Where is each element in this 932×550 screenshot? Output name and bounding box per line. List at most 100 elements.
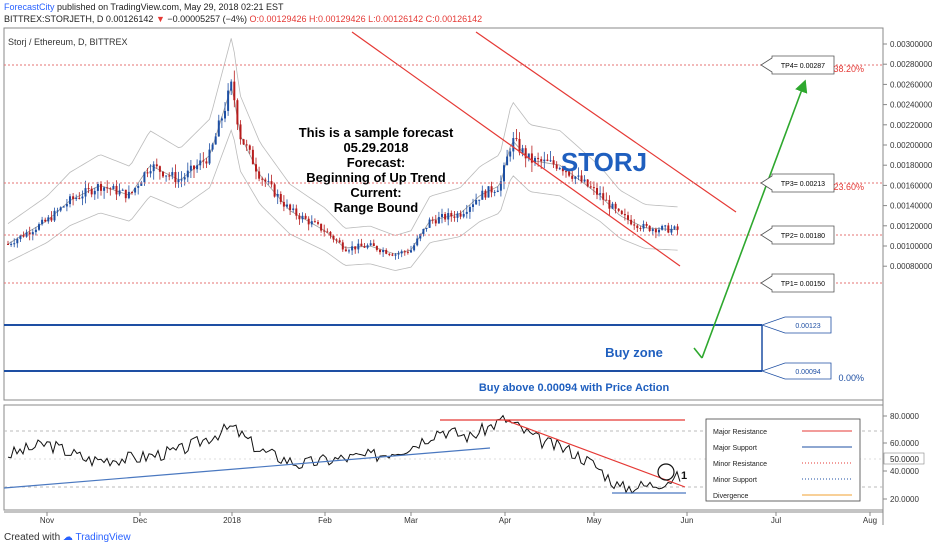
candle-body: [146, 172, 149, 174]
candle-body: [196, 165, 199, 170]
candle-body: [72, 196, 75, 200]
tp3-callout[interactable]: TP3= 0.00213: [760, 173, 835, 193]
candle-body: [131, 191, 133, 193]
candle-body: [518, 138, 521, 153]
candle-body: [462, 213, 465, 217]
candle-body: [47, 217, 50, 222]
price-tick-label: 0.00120000: [890, 222, 932, 231]
candle-body: [118, 190, 121, 195]
candle-body: [202, 160, 205, 162]
rsi-resistance-trend[interactable]: [504, 419, 686, 488]
candle-body: [149, 171, 152, 174]
candle-body: [310, 221, 313, 225]
candle-body: [348, 250, 350, 252]
candle-body: [16, 239, 19, 244]
candle-body: [456, 213, 459, 218]
legend-item-label: Major Support: [713, 445, 757, 452]
candle-body: [627, 215, 629, 220]
candle-body: [453, 216, 456, 218]
publisher-link[interactable]: ForecastCity: [4, 2, 55, 12]
candle-body: [534, 157, 536, 163]
time-tick-label: Jun: [681, 516, 694, 525]
major-resistance-line-1[interactable]: [351, 31, 681, 267]
candle-body: [388, 253, 391, 255]
major-resistance-line-2[interactable]: [475, 31, 737, 213]
price-value: 0.00126142: [105, 14, 154, 24]
candle-body: [10, 243, 13, 245]
candle-body: [552, 160, 555, 165]
candle-body: [93, 190, 96, 195]
candle-body: [295, 208, 298, 216]
candle-body: [468, 206, 471, 212]
candle-body: [506, 156, 509, 166]
zone-top-callout[interactable]: 0.00123: [760, 316, 832, 334]
candle-body: [360, 243, 363, 247]
candle-body: [62, 206, 65, 208]
candle-body: [323, 230, 326, 232]
annotation-line-6: Range Bound: [334, 200, 419, 215]
candle-body: [59, 207, 62, 211]
rsi-current-value: 50.0000: [883, 452, 925, 465]
rsi-support-line[interactable]: [3, 447, 491, 489]
candle-body: [651, 229, 654, 232]
candle-body: [543, 159, 546, 162]
candle-body: [648, 225, 651, 232]
candle-body: [56, 210, 59, 212]
candle-body: [171, 172, 174, 176]
candle-body: [248, 145, 251, 150]
candle-body: [38, 224, 40, 230]
annotation-line-3: Forecast:: [347, 155, 406, 170]
lower-band: [7, 128, 678, 271]
zone-bottom-callout[interactable]: 0.00094: [760, 362, 832, 380]
price-tick-label: 0.00140000: [890, 202, 932, 211]
rsi-line: [7, 414, 681, 494]
candle-body: [599, 193, 602, 195]
candle-body: [375, 246, 378, 250]
candle-body: [338, 240, 341, 243]
candle-body: [255, 164, 257, 172]
candle-body: [289, 204, 292, 210]
candle-body: [230, 81, 233, 91]
price-tick-label: 0.00280000: [890, 60, 932, 69]
footer: Created with ☁ TradingView: [4, 532, 131, 543]
tp1-label: TP1= 0.00150: [781, 281, 825, 288]
divergence-circle[interactable]: [657, 463, 675, 481]
time-tick-label: Apr: [499, 516, 512, 525]
candle-body: [13, 243, 16, 245]
tradingview-logo[interactable]: ☁ TradingView: [62, 532, 131, 543]
candle-body: [180, 179, 183, 181]
candle-body: [363, 246, 366, 248]
time-tick-label: Dec: [133, 516, 147, 525]
candle-body: [329, 231, 332, 236]
candle-body: [459, 213, 462, 217]
candle-body: [670, 228, 673, 233]
candle-body: [251, 149, 254, 165]
price-tick-label: 0.00240000: [890, 101, 932, 110]
symbol-line: BITTREX:STORJETH, D 0.00126142 ▼ −0.0000…: [4, 14, 482, 24]
change-value: −0.00005257 (−4%): [167, 14, 247, 24]
candle-body: [127, 191, 130, 199]
price-tick-label: 0.00100000: [890, 242, 932, 251]
candle-body: [406, 251, 409, 253]
candle-body: [264, 179, 267, 182]
candle-body: [115, 185, 118, 195]
candle-body: [372, 243, 375, 247]
tp4-callout[interactable]: TP4= 0.00287: [760, 55, 835, 75]
candle-body: [282, 201, 285, 207]
symbol-label: BITTREX:STORJETH, D: [4, 14, 104, 24]
candle-body: [410, 250, 412, 253]
candle-body: [419, 234, 422, 239]
legend-item-label: Minor Resistance: [713, 461, 767, 468]
candle-body: [565, 171, 567, 173]
tp1-callout[interactable]: TP1= 0.00150: [760, 273, 835, 293]
forecast-arrow[interactable]: [701, 79, 808, 359]
candle-body: [636, 225, 639, 229]
price-tick-label: 0.00260000: [890, 80, 932, 89]
candle-body: [140, 182, 143, 186]
tp2-callout[interactable]: TP2= 0.00180: [760, 225, 835, 245]
candle-body: [78, 197, 81, 199]
legend-item-label: Divergence: [713, 493, 749, 500]
candle-body: [317, 222, 319, 224]
candle-body: [143, 172, 146, 183]
